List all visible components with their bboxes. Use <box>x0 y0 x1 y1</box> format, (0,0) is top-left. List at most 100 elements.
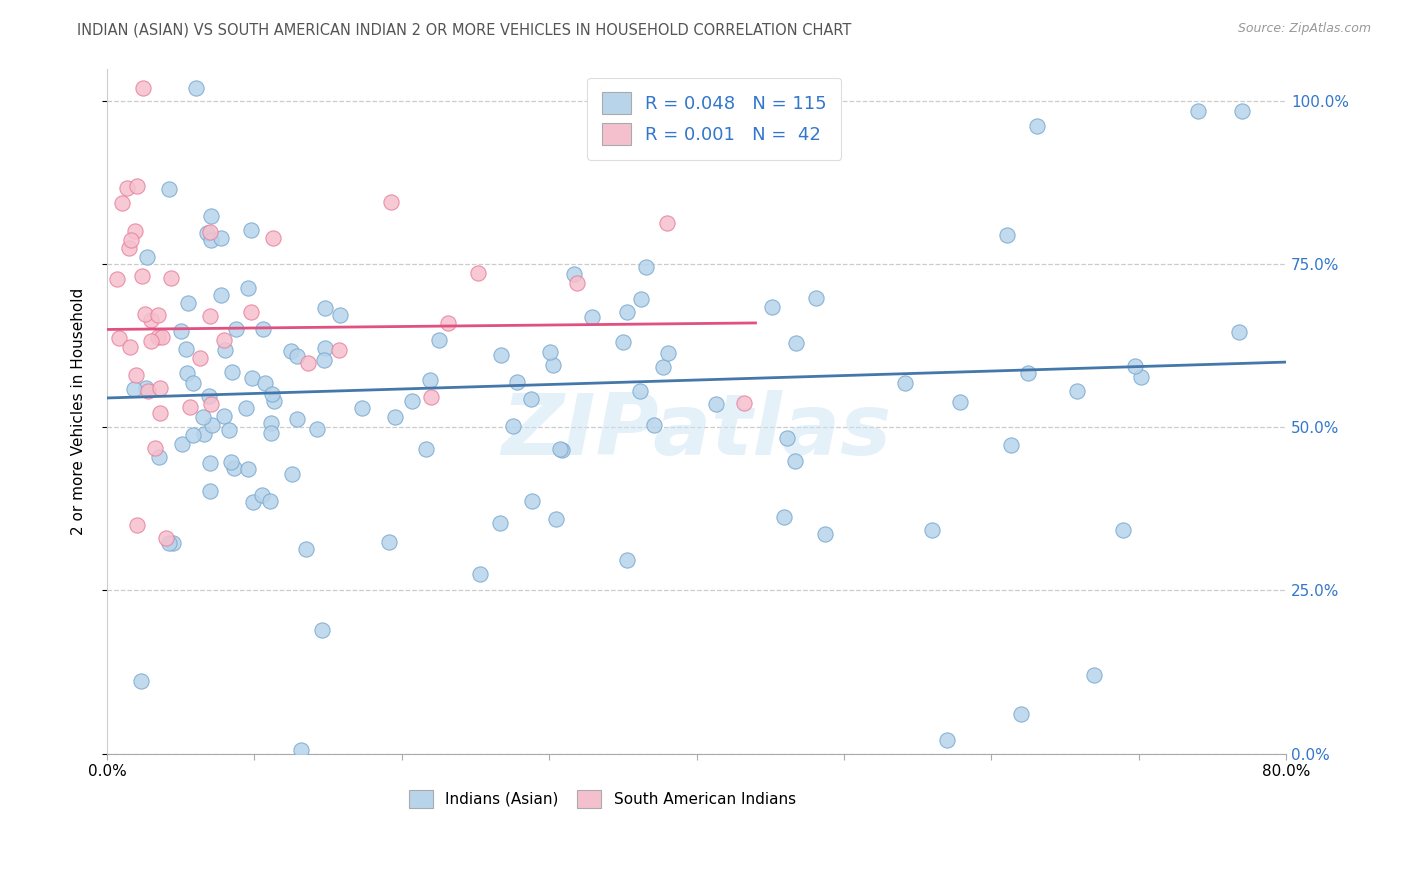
Point <box>581 310 603 325</box>
Point <box>160 270 183 285</box>
Point <box>427 333 450 347</box>
Point <box>562 267 585 281</box>
Point <box>118 340 141 354</box>
Point <box>186 81 208 95</box>
Point <box>520 494 543 508</box>
Point <box>252 322 274 336</box>
Point <box>995 228 1018 243</box>
Point <box>131 81 153 95</box>
Point <box>188 351 211 366</box>
Legend: Indians (Asian), South American Indians: Indians (Asian), South American Indians <box>402 783 801 814</box>
Point <box>224 461 246 475</box>
Point <box>1125 359 1147 374</box>
Point <box>235 401 257 415</box>
Point <box>783 454 806 468</box>
Point <box>420 390 443 404</box>
Point <box>1066 384 1088 399</box>
Point <box>630 293 652 307</box>
Point <box>135 250 157 264</box>
Point <box>181 376 204 390</box>
Point <box>157 182 180 196</box>
Point <box>139 313 162 327</box>
Point <box>239 305 262 319</box>
Point <box>776 431 799 445</box>
Point <box>314 353 336 368</box>
Point <box>200 209 222 223</box>
Point <box>655 215 678 229</box>
Point <box>108 331 131 345</box>
Point <box>212 333 235 347</box>
Point <box>643 417 665 432</box>
Point <box>172 437 194 451</box>
Point <box>191 410 214 425</box>
Point <box>281 467 304 482</box>
Point <box>134 307 156 321</box>
Point <box>329 308 352 322</box>
Point <box>238 280 260 294</box>
Point <box>221 455 243 469</box>
Point <box>506 375 529 389</box>
Point <box>125 518 148 533</box>
Point <box>111 196 134 211</box>
Point <box>733 395 755 409</box>
Point <box>211 231 233 245</box>
Point <box>804 292 827 306</box>
Point <box>1026 119 1049 133</box>
Point <box>122 382 145 396</box>
Point <box>149 381 172 395</box>
Point <box>419 374 441 388</box>
Point <box>328 343 350 358</box>
Point <box>240 371 263 385</box>
Point <box>544 512 567 526</box>
Point <box>378 534 401 549</box>
Point <box>179 401 201 415</box>
Point <box>489 348 512 362</box>
Point <box>936 733 959 747</box>
Point <box>125 178 148 193</box>
Point <box>174 342 197 356</box>
Point <box>384 409 406 424</box>
Point <box>157 535 180 549</box>
Text: INDIAN (ASIAN) VS SOUTH AMERICAN INDIAN 2 OR MORE VEHICLES IN HOUSEHOLD CORRELAT: INDIAN (ASIAN) VS SOUTH AMERICAN INDIAN … <box>77 22 852 37</box>
Point <box>657 346 679 360</box>
Point <box>314 301 336 315</box>
Point <box>1000 438 1022 452</box>
Point <box>1083 668 1105 682</box>
Point <box>616 305 638 319</box>
Point <box>285 412 308 426</box>
Point <box>314 341 336 355</box>
Point <box>488 516 510 531</box>
Point <box>146 330 169 344</box>
Point <box>285 350 308 364</box>
Point <box>567 276 589 290</box>
Point <box>290 743 312 757</box>
Point <box>297 356 319 370</box>
Point <box>124 224 146 238</box>
Point <box>141 334 163 348</box>
Text: Source: ZipAtlas.com: Source: ZipAtlas.com <box>1237 22 1371 36</box>
Point <box>1129 370 1152 384</box>
Point <box>468 567 491 582</box>
Point <box>143 442 166 456</box>
Point <box>200 225 222 239</box>
Point <box>538 345 561 359</box>
Point <box>200 397 222 411</box>
Point <box>311 623 333 637</box>
Point <box>628 384 651 398</box>
Point <box>401 394 423 409</box>
Point <box>125 368 148 383</box>
Point <box>814 526 837 541</box>
Point <box>146 308 169 322</box>
Point <box>201 417 224 432</box>
Point <box>150 330 173 344</box>
Point <box>1230 103 1253 118</box>
Point <box>550 442 572 456</box>
Point <box>295 542 318 557</box>
Point <box>949 395 972 409</box>
Point <box>519 392 541 406</box>
Point <box>305 422 328 436</box>
Point <box>260 425 283 440</box>
Point <box>198 456 221 470</box>
Point <box>176 367 198 381</box>
Point <box>200 233 222 247</box>
